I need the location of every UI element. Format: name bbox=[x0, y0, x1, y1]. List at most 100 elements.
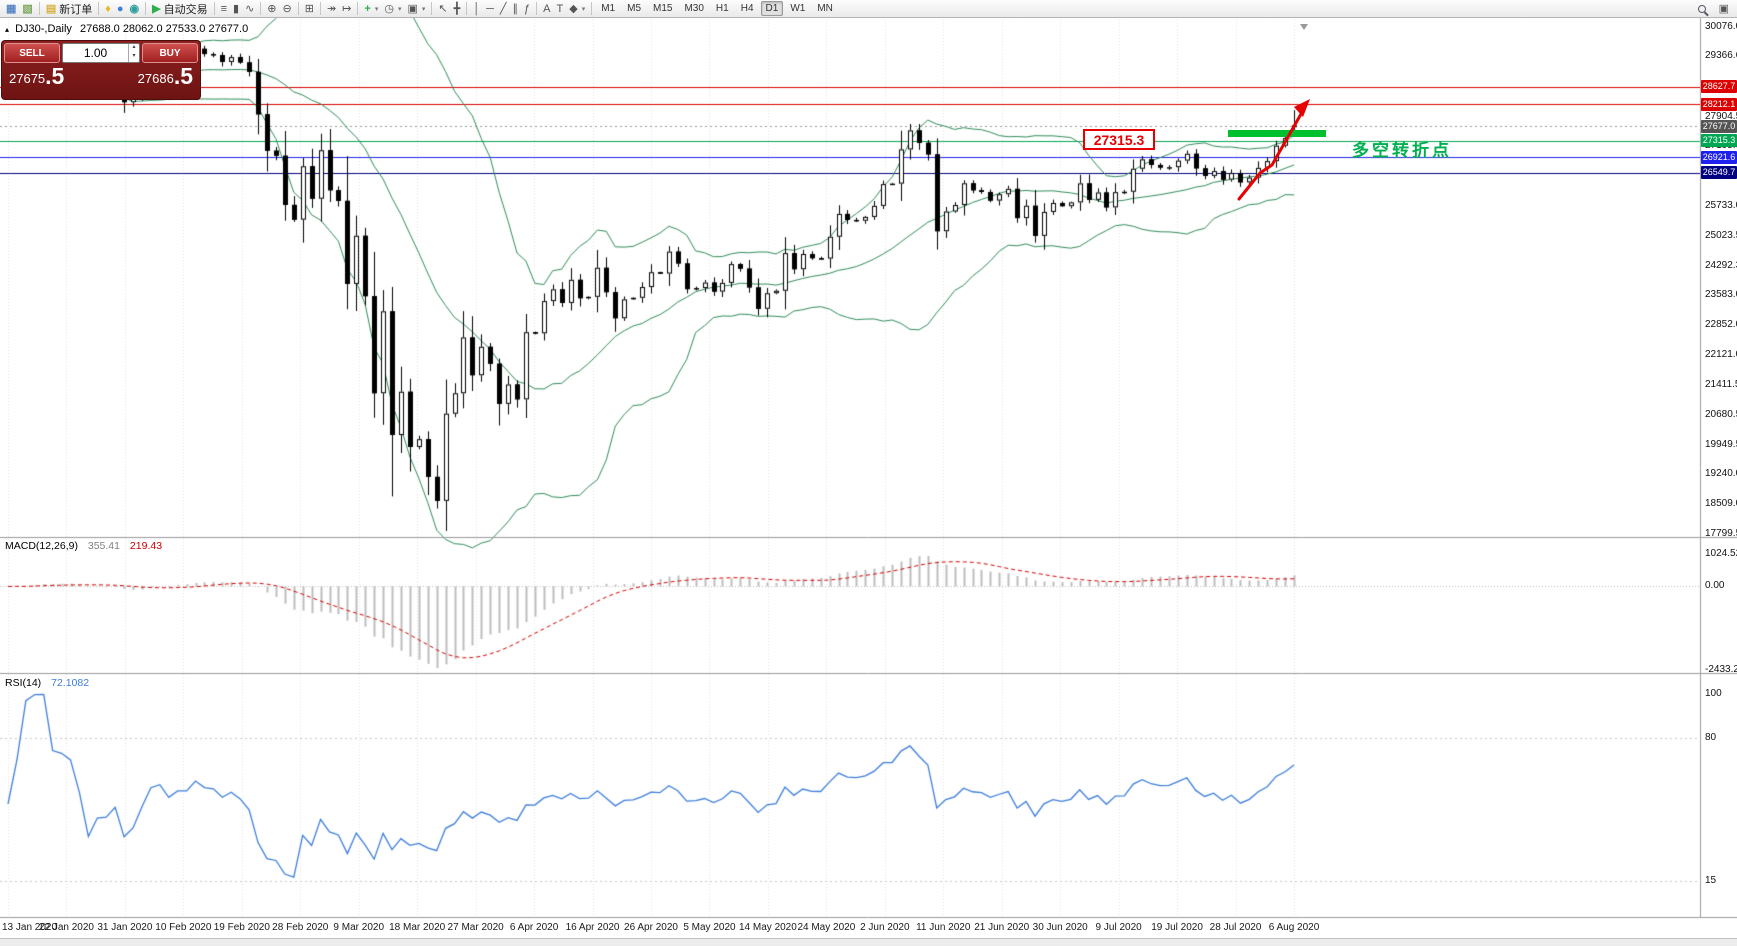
sell-button[interactable]: SELL bbox=[4, 43, 60, 63]
bar-chart-icon-glyph: ≡ bbox=[220, 2, 227, 15]
toolbar-separator bbox=[466, 2, 468, 15]
toolbar-separator bbox=[38, 2, 40, 15]
macd-name: MACD(12,26,9) bbox=[5, 540, 78, 552]
sell-price-main: 27675 bbox=[9, 71, 46, 86]
rsi-value: 72.1082 bbox=[51, 677, 90, 689]
timeframe-m30[interactable]: M30 bbox=[684, 3, 704, 14]
price-callout-label[interactable]: 27315.3 bbox=[1083, 129, 1155, 150]
periods-button-glyph: ◷ bbox=[384, 2, 394, 15]
macd-main-value: 355.41 bbox=[87, 540, 120, 552]
trade-panel-controls: SELL 1.00 ▴ ▾ BUY bbox=[4, 43, 198, 63]
toolbar-separator bbox=[357, 2, 359, 15]
toolbar-separator bbox=[591, 2, 593, 15]
magnifier-glyph bbox=[1697, 5, 1706, 13]
line-chart-icon-glyph: ∿ bbox=[245, 2, 255, 15]
fibonacci-icon[interactable]: ƒ bbox=[521, 1, 533, 17]
crosshair-icon-glyph: ╋ bbox=[453, 2, 461, 15]
timeframe-w1[interactable]: W1 bbox=[790, 3, 806, 14]
toolbar-separator bbox=[260, 2, 262, 15]
support-zone-bar[interactable] bbox=[1228, 130, 1326, 137]
channel-icon-glyph: ∥ bbox=[512, 2, 519, 15]
one-click-trading-panel: SELL 1.00 ▴ ▾ BUY 27675 .5 27686 .5 bbox=[1, 40, 201, 100]
panel-collapse-icon[interactable]: ▴ bbox=[5, 25, 10, 34]
candlestick-icon-glyph: ▮ bbox=[233, 2, 240, 15]
toolbar-items: ▦ ▧ ▤ 新订单 ♦ ● ◉ ▶ 自动交易 ≡ ▮ ∿ ⊕ ⊖ ⊞ ↠ ↦ + ▾ ◷ ▾ ▣ ▾ ↖ ╋ │ ─ ╱ ∥ ƒ A T ◆ ▾ M… bbox=[3, 0, 839, 18]
horizontal-line-icon[interactable]: ─ bbox=[483, 1, 497, 17]
new-order-button[interactable]: ▤ 新订单 bbox=[43, 1, 95, 17]
arrows-icon-glyph: ◆ bbox=[569, 2, 578, 15]
text-icon[interactable]: A bbox=[540, 1, 553, 17]
cursor-icon[interactable]: ↖ bbox=[435, 1, 450, 17]
market-watch-icon[interactable]: ◉ bbox=[127, 1, 143, 17]
chart-title: ▴ DJ30-,Daily 27688.0 28062.0 27533.0 27… bbox=[5, 23, 248, 35]
zoom-in-icon[interactable]: ⊕ bbox=[264, 1, 279, 17]
volume-field[interactable]: 1.00 ▴ ▾ bbox=[62, 43, 140, 63]
text-icon-glyph: A bbox=[543, 2, 551, 15]
macd-label: MACD(12,26,9) 355.41 219.43 bbox=[5, 540, 162, 552]
profiles-icon[interactable]: ▧ bbox=[19, 1, 35, 17]
toolbar-separator bbox=[213, 2, 215, 15]
candlestick-icon[interactable]: ▮ bbox=[230, 1, 242, 17]
turning-point-text[interactable]: 多空转折点 bbox=[1352, 141, 1452, 160]
new-chart-icon-glyph: ▦ bbox=[6, 2, 17, 15]
tile-windows-icon[interactable]: ⊞ bbox=[302, 1, 317, 17]
timeframe-d1[interactable]: D1 bbox=[760, 1, 784, 16]
timeframe-h1[interactable]: H1 bbox=[715, 3, 729, 14]
community-icon-glyph: ● bbox=[116, 2, 124, 15]
timeframe-m1[interactable]: M1 bbox=[601, 3, 616, 14]
rsi-name: RSI(14) bbox=[5, 677, 42, 689]
text-label-icon[interactable]: T bbox=[553, 1, 566, 17]
timeframe-m5[interactable]: M5 bbox=[627, 3, 642, 14]
cursor-icon-glyph: ↖ bbox=[438, 2, 448, 15]
volume-down-icon[interactable]: ▾ bbox=[132, 53, 136, 59]
volume-value[interactable]: 1.00 bbox=[83, 46, 108, 60]
horizontal-line-icon-glyph: ─ bbox=[486, 2, 494, 15]
auto-scroll-icon-glyph: ↠ bbox=[326, 2, 337, 15]
chart-shift-icon[interactable]: ↦ bbox=[339, 1, 354, 17]
templates-button-glyph: ▣ bbox=[407, 2, 418, 15]
bar-chart-icon[interactable]: ≡ bbox=[218, 1, 230, 17]
buy-button[interactable]: BUY bbox=[142, 43, 198, 63]
channel-icon[interactable]: ∥ bbox=[510, 1, 522, 17]
indicators-button[interactable]: + ▾ bbox=[361, 1, 381, 17]
metaeditor-icon[interactable]: ♦ bbox=[102, 1, 114, 17]
chevron-down-icon: ▾ bbox=[374, 5, 379, 13]
autotrade-button[interactable]: ▶ 自动交易 bbox=[149, 1, 210, 17]
trendline-icon[interactable]: ╱ bbox=[497, 1, 510, 17]
vertical-line-icon-glyph: │ bbox=[473, 2, 481, 15]
chart-shift-marker[interactable] bbox=[1300, 24, 1308, 30]
volume-stepper[interactable]: ▴ ▾ bbox=[128, 44, 139, 62]
new-chart-icon[interactable]: ▦ bbox=[3, 1, 19, 17]
timeframe-h4[interactable]: H4 bbox=[740, 3, 754, 14]
timeframe-mn[interactable]: MN bbox=[817, 3, 833, 14]
toolbar-separator bbox=[319, 2, 321, 15]
market-watch-icon-glyph: ◉ bbox=[129, 2, 140, 15]
chart-symbol-period: DJ30-,Daily bbox=[15, 23, 72, 35]
toolbar-separator bbox=[297, 2, 299, 15]
chevron-down-icon: ▾ bbox=[421, 5, 426, 13]
periods-button[interactable]: ◷ ▾ bbox=[381, 1, 404, 17]
bottom-edge-strip bbox=[0, 938, 1737, 946]
search-icon[interactable] bbox=[1695, 1, 1709, 17]
sell-price-fraction: .5 bbox=[45, 63, 65, 89]
zoom-in-icon-glyph: ⊕ bbox=[267, 2, 277, 15]
fibonacci-icon-glyph: ƒ bbox=[524, 2, 531, 15]
sell-price: 27675 .5 bbox=[9, 65, 64, 88]
volume-up-icon[interactable]: ▴ bbox=[132, 44, 136, 50]
toolbar-separator bbox=[145, 2, 147, 15]
new-order-button-label: 新订单 bbox=[59, 3, 93, 16]
buy-price: 27686 .5 bbox=[138, 65, 193, 88]
arrows-icon[interactable]: ◆ ▾ bbox=[566, 1, 588, 17]
crosshair-icon[interactable]: ╋ bbox=[451, 1, 464, 17]
zoom-out-icon[interactable]: ⊖ bbox=[280, 1, 295, 17]
vertical-line-icon[interactable]: │ bbox=[470, 1, 483, 17]
community-icon[interactable]: ● bbox=[114, 1, 127, 17]
layout-icon[interactable]: ▣ bbox=[1716, 1, 1732, 17]
templates-button[interactable]: ▣ ▾ bbox=[404, 1, 428, 17]
auto-scroll-icon[interactable]: ↠ bbox=[324, 1, 339, 17]
line-chart-icon[interactable]: ∿ bbox=[242, 1, 257, 17]
chevron-down-icon: ▾ bbox=[581, 5, 586, 13]
indicators-button-glyph: + bbox=[364, 2, 371, 15]
timeframe-m15[interactable]: M15 bbox=[653, 3, 673, 14]
